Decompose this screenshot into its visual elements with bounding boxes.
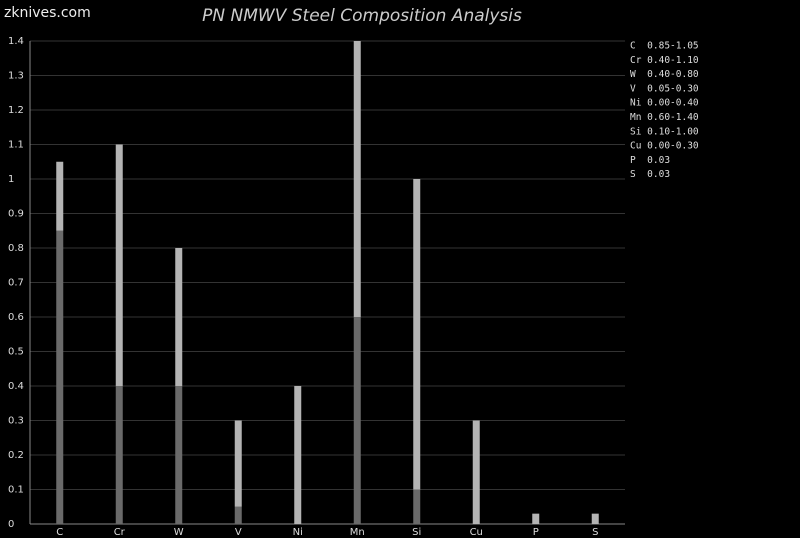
y-tick-label: 0.2 bbox=[8, 450, 24, 461]
y-tick-label: 1 bbox=[8, 174, 14, 185]
x-tick-label: Mn bbox=[350, 527, 365, 538]
y-tick-label: 1.4 bbox=[8, 36, 24, 47]
x-tick-label: Ni bbox=[293, 527, 303, 538]
x-tick-label: Cr bbox=[114, 527, 126, 538]
bar-segment bbox=[56, 161, 64, 231]
bar-segment bbox=[234, 420, 242, 507]
y-tick-label: 0.4 bbox=[8, 381, 24, 392]
y-tick-label: 0.3 bbox=[8, 416, 24, 427]
y-tick-label: 0.8 bbox=[8, 243, 24, 254]
bar-segment bbox=[115, 386, 123, 524]
y-tick-label: 0.1 bbox=[8, 485, 24, 496]
x-tick-label: Cu bbox=[470, 527, 483, 538]
bar-segment bbox=[234, 506, 242, 524]
bar-segment bbox=[532, 513, 540, 524]
legend-entry: Cu 0.00-0.30 bbox=[630, 141, 699, 152]
bar-segment bbox=[56, 230, 64, 524]
y-tick-label: 0.9 bbox=[8, 209, 24, 220]
y-tick-label: 0 bbox=[8, 519, 14, 530]
legend-entry: Ni 0.00-0.40 bbox=[630, 98, 699, 109]
y-tick-label: 0.7 bbox=[8, 278, 24, 289]
x-tick-label: Si bbox=[412, 527, 421, 538]
legend-entry: V 0.05-0.30 bbox=[630, 83, 699, 94]
x-tick-label: C bbox=[56, 527, 63, 538]
legend-entry: Mn 0.60-1.40 bbox=[630, 112, 699, 123]
x-tick-label: V bbox=[235, 527, 242, 538]
legend-entry: W 0.40-0.80 bbox=[630, 69, 699, 80]
x-tick-label: P bbox=[533, 527, 539, 538]
x-tick-label: S bbox=[592, 527, 598, 538]
watermark[interactable]: zknives.com bbox=[4, 5, 91, 21]
y-tick-label: 1.1 bbox=[8, 140, 24, 151]
y-tick-label: 1.3 bbox=[8, 71, 24, 82]
legend-entry: C 0.85-1.05 bbox=[630, 41, 699, 52]
bar-segment bbox=[472, 420, 480, 524]
bar-segment bbox=[175, 248, 183, 386]
y-tick-label: 1.2 bbox=[8, 105, 24, 116]
bar-segment bbox=[353, 41, 361, 317]
y-tick-label: 0.5 bbox=[8, 347, 24, 358]
bar-segment bbox=[413, 179, 421, 490]
legend-entry: S 0.03 bbox=[630, 169, 670, 180]
chart-title: PN NMWV Steel Composition Analysis bbox=[202, 6, 522, 26]
bar-segment bbox=[591, 513, 599, 524]
bar-segment bbox=[294, 386, 302, 524]
legend-entry: Si 0.10-1.00 bbox=[630, 126, 699, 137]
y-tick-label: 0.6 bbox=[8, 312, 24, 323]
bar-segment bbox=[353, 317, 361, 524]
bar-segment bbox=[175, 386, 183, 524]
legend-entry: Cr 0.40-1.10 bbox=[630, 55, 699, 66]
bar-segment bbox=[413, 489, 421, 524]
bar-segment bbox=[115, 144, 123, 386]
x-tick-label: W bbox=[174, 527, 184, 538]
legend-entry: P 0.03 bbox=[630, 155, 670, 166]
